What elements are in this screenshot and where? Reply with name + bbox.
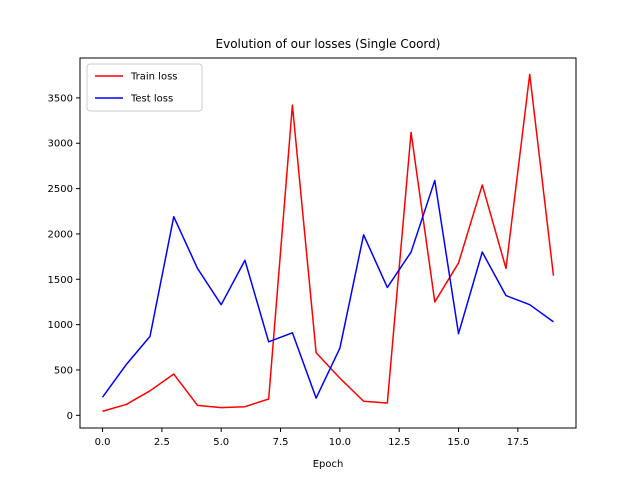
- series-line-train-loss: [102, 73, 555, 412]
- legend: Train loss Test loss: [86, 63, 203, 112]
- x-tick-label: 12.5: [388, 437, 410, 448]
- y-tick-label: 0: [67, 411, 73, 422]
- x-tick-label: 17.5: [507, 437, 529, 448]
- plot-area: [101, 73, 555, 412]
- chart-title: Evolution of our losses (Single Coord): [216, 37, 441, 51]
- x-tick-label: 15.0: [447, 437, 469, 448]
- x-tick-label: 0.0: [95, 437, 111, 448]
- x-tick-label: 5.0: [213, 437, 229, 448]
- y-tick-label: 500: [54, 365, 73, 376]
- series-line-test-loss: [101, 179, 554, 399]
- legend-label: Test loss: [130, 94, 173, 105]
- y-tick-label: 1500: [48, 275, 73, 286]
- x-tick-label: 2.5: [154, 437, 170, 448]
- x-tick-label: 7.5: [273, 437, 289, 448]
- legend-label: Train loss: [130, 72, 178, 83]
- axes-frame: [79, 57, 577, 429]
- y-tick-label: 3000: [48, 139, 73, 150]
- y-axis-ticks: 0 500 1000 1500 2000 2500 3000 3500: [48, 93, 80, 422]
- x-tick-label: 10.0: [329, 437, 351, 448]
- y-tick-label: 2000: [48, 229, 73, 240]
- x-axis-ticks: 0.0 2.5 5.0 7.5 10.0 12.5 15.0 17.5: [95, 428, 529, 448]
- x-axis-label: Epoch: [313, 459, 344, 470]
- y-tick-label: 2500: [48, 184, 73, 195]
- y-tick-label: 3500: [48, 93, 73, 104]
- y-tick-label: 1000: [48, 320, 73, 331]
